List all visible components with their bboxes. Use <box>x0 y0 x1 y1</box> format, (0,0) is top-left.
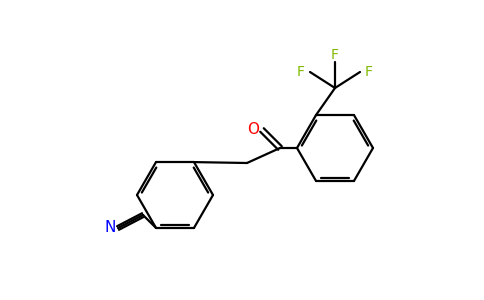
Text: O: O <box>247 122 259 137</box>
Text: F: F <box>331 48 339 62</box>
Text: F: F <box>365 65 373 79</box>
Text: N: N <box>105 220 116 236</box>
Text: F: F <box>297 65 305 79</box>
